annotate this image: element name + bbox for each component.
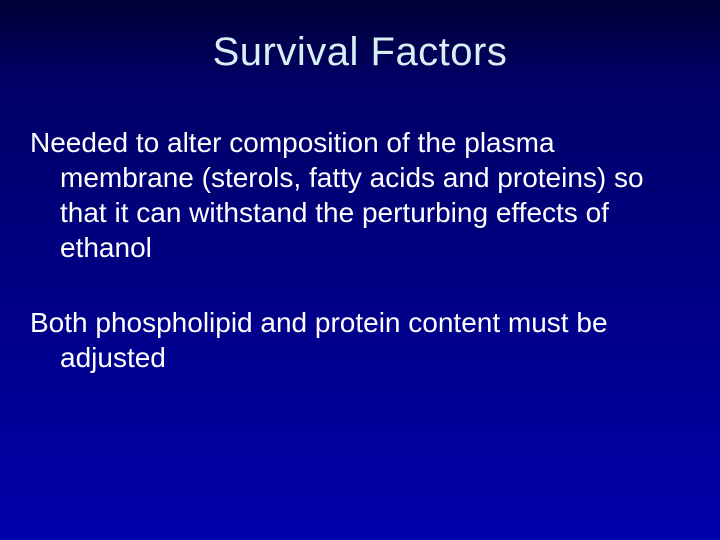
paragraph-2: Both phospholipid and protein content mu… <box>30 305 690 375</box>
paragraph-1: Needed to alter composition of the plasm… <box>30 125 690 265</box>
slide-body: Needed to alter composition of the plasm… <box>30 125 690 375</box>
slide-container: Survival Factors Needed to alter composi… <box>0 0 720 540</box>
slide-title: Survival Factors <box>30 30 690 75</box>
